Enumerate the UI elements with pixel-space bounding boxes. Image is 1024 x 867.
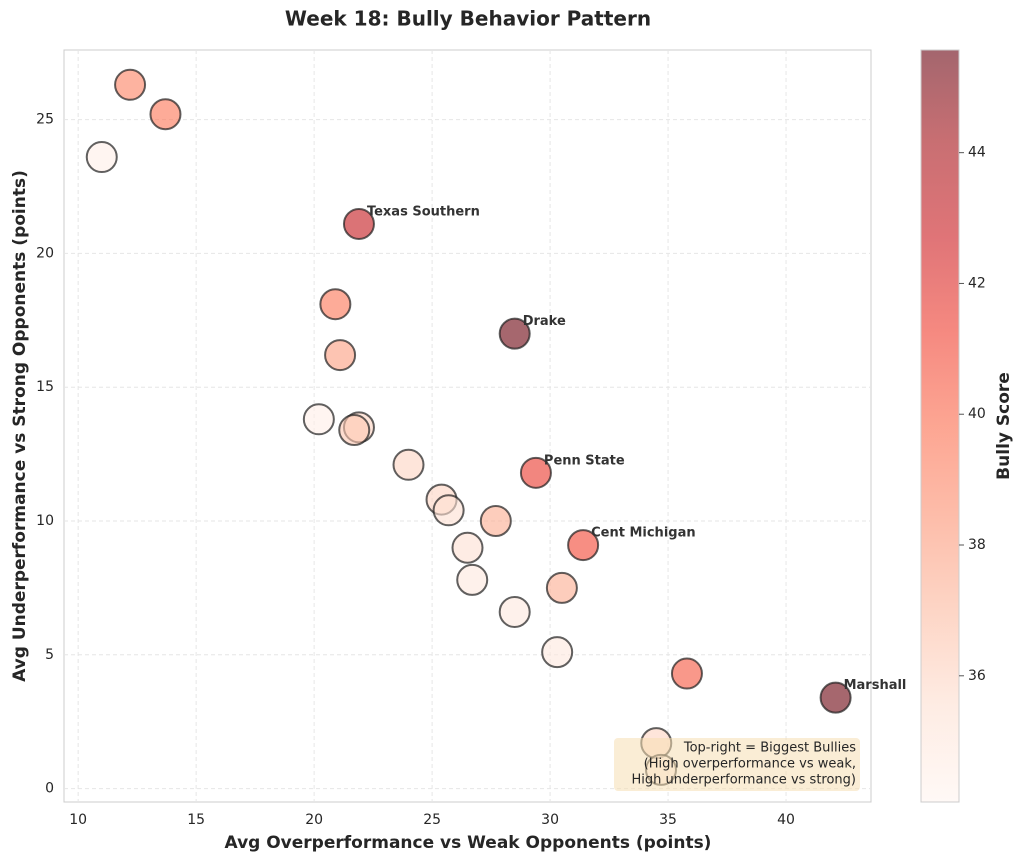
data-point [498, 595, 531, 628]
note-text: Top-right = Biggest Bullies [683, 741, 856, 756]
data-point [479, 505, 512, 538]
point-label: Cent Michigan [591, 526, 696, 541]
data-point [670, 657, 703, 690]
colorbar-tick-label: 40 [968, 406, 986, 422]
data-point [319, 288, 352, 321]
data-point [149, 98, 182, 131]
note-box [614, 738, 860, 791]
y-tick-label: 0 [45, 781, 54, 797]
y-tick-label: 10 [36, 513, 54, 529]
x-tick-label: 40 [777, 812, 795, 828]
data-point [819, 681, 852, 714]
colorbar-label: Bully Score [994, 372, 1014, 480]
y-tick-label: 5 [45, 647, 54, 663]
data-point [324, 339, 357, 372]
note-text: (High overperformance vs weak, [644, 757, 856, 772]
colorbar-tick-label: 38 [968, 537, 986, 553]
data-point [85, 141, 118, 174]
plot-background [63, 49, 872, 803]
colorbar [920, 49, 960, 803]
data-point [342, 207, 375, 240]
y-tick-label: 20 [36, 245, 54, 261]
colorbar-tick-label: 42 [968, 275, 986, 291]
data-point [432, 494, 465, 527]
data-point [456, 563, 489, 596]
data-point [302, 403, 335, 436]
data-point [451, 531, 484, 564]
x-tick-label: 15 [187, 812, 205, 828]
x-tick-label: 20 [305, 812, 323, 828]
point-label: Penn State [544, 453, 625, 468]
data-point [567, 529, 600, 562]
y-tick-label: 25 [36, 112, 54, 128]
y-axis-label: Avg Underperformance vs Strong Opponents… [10, 170, 30, 682]
data-point [519, 456, 552, 489]
data-point [545, 571, 578, 604]
note-text: High underperformance vs strong) [631, 773, 856, 788]
y-tick-label: 15 [36, 379, 54, 395]
x-tick-label: 10 [69, 812, 87, 828]
data-point [114, 68, 147, 101]
colorbar-tick-label: 44 [968, 145, 986, 161]
colorbar-tick-label: 36 [968, 668, 986, 684]
x-tick-label: 30 [541, 812, 559, 828]
point-label: Drake [523, 314, 566, 329]
data-point [392, 448, 425, 481]
data-point [541, 636, 574, 669]
x-axis-label: Avg Overperformance vs Weak Opponents (p… [225, 833, 712, 853]
data-point [338, 414, 371, 447]
point-label: Texas Southern [367, 204, 480, 219]
chart-title: Week 18: Bully Behavior Pattern [285, 7, 651, 31]
point-label: Marshall [844, 678, 907, 693]
data-point [498, 317, 531, 350]
x-tick-label: 35 [659, 812, 677, 828]
x-tick-label: 25 [423, 812, 441, 828]
